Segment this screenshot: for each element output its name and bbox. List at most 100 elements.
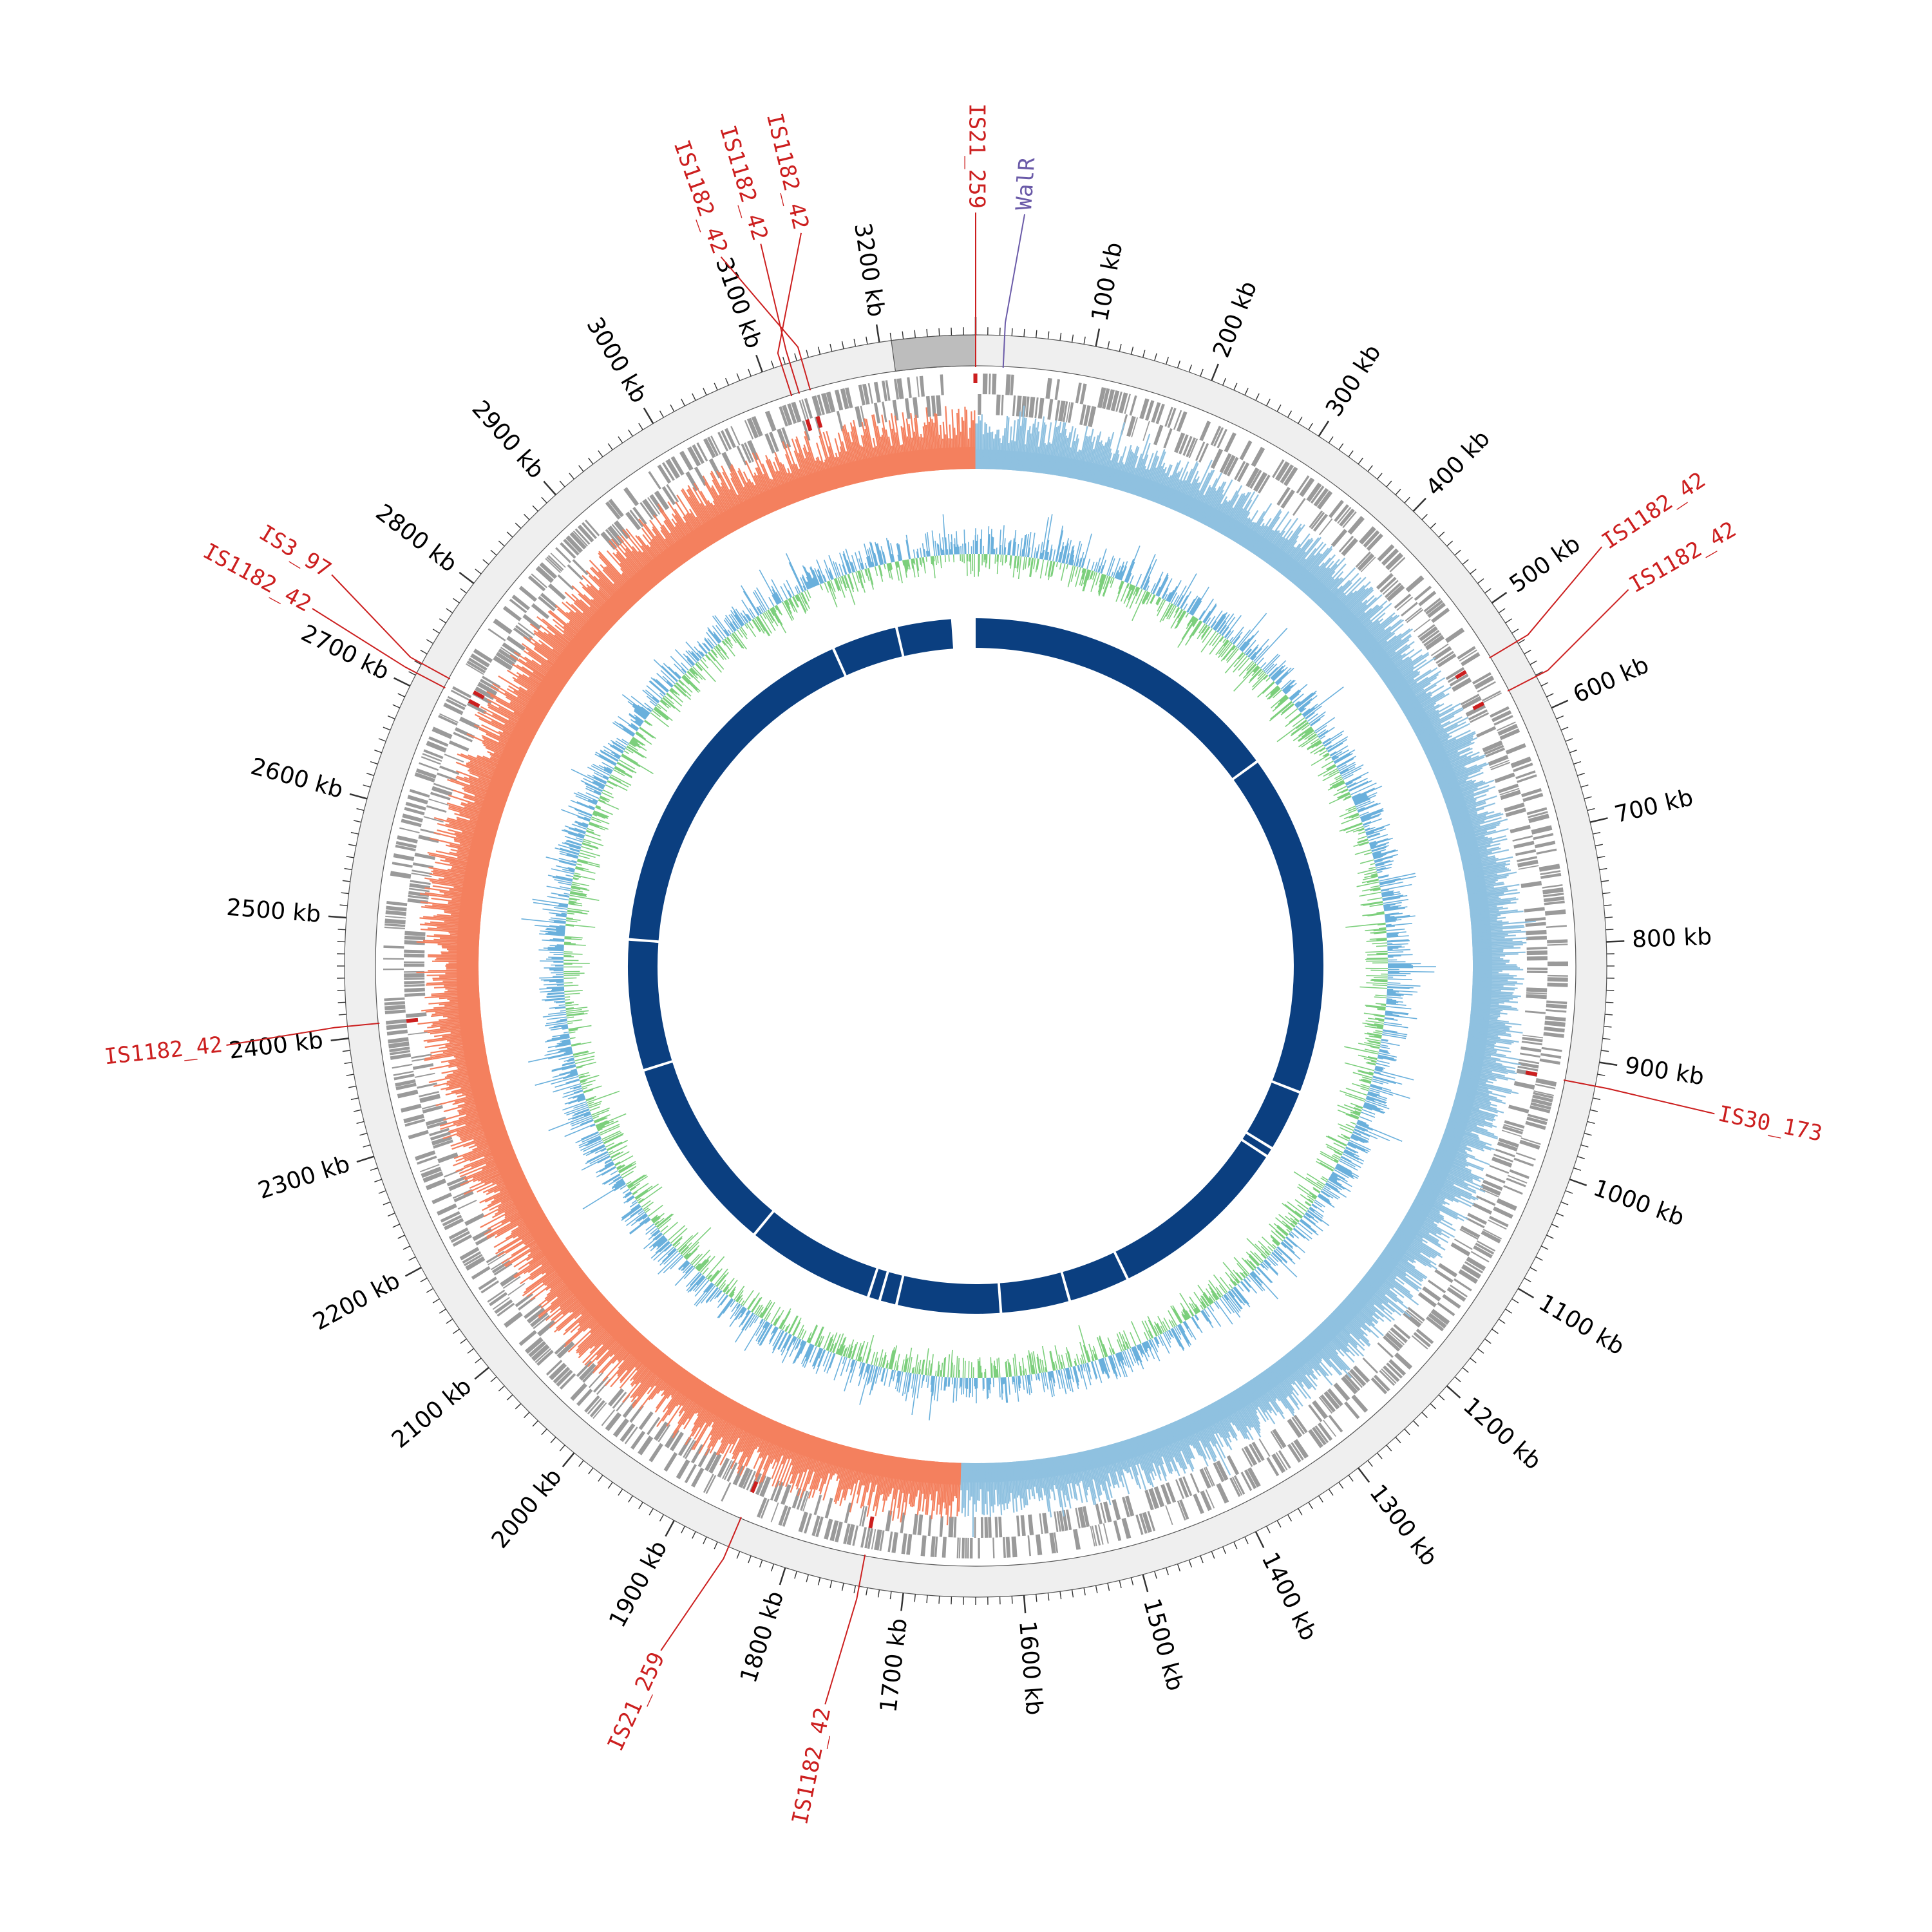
cds-feature — [393, 853, 415, 861]
cds-feature — [570, 1383, 587, 1401]
cds-feature — [1106, 389, 1115, 410]
cds-feature — [692, 444, 705, 464]
cds-feature — [1342, 511, 1357, 529]
cds-feature — [989, 374, 991, 395]
cds-feature — [1381, 1368, 1397, 1384]
cds-feature — [522, 614, 542, 630]
minor-tick — [806, 350, 809, 358]
minor-tick — [342, 1050, 350, 1052]
cds-feature — [1292, 498, 1306, 516]
minor-tick — [578, 465, 584, 472]
cds-feature — [824, 1497, 833, 1519]
cds-feature — [530, 1311, 549, 1327]
minor-tick — [770, 1564, 775, 1572]
cds-feature — [1515, 1152, 1536, 1160]
minor-tick — [782, 357, 786, 365]
tick-label: 200 kb — [1208, 278, 1262, 361]
minor-tick — [1590, 1109, 1598, 1112]
major-tick — [1606, 940, 1625, 943]
cds-feature — [572, 559, 589, 576]
cds-feature — [988, 1517, 992, 1538]
cds-feature — [1526, 1116, 1548, 1126]
minor-tick — [607, 443, 613, 450]
cds-feature — [861, 1506, 867, 1527]
minor-tick — [1462, 559, 1469, 565]
cds-feature — [428, 736, 449, 747]
minor-tick — [387, 715, 395, 719]
cds-feature — [472, 1227, 493, 1242]
cds-feature — [896, 378, 904, 399]
cds-feature — [1386, 584, 1405, 602]
cds-feature — [1519, 1059, 1540, 1065]
cds-feature — [1213, 1462, 1225, 1482]
cds-feature — [608, 498, 624, 518]
cds-feature — [464, 1213, 485, 1226]
cds-feature — [1509, 1169, 1530, 1179]
cds-feature — [920, 1535, 927, 1557]
cds-feature — [1524, 907, 1545, 913]
cds-feature — [507, 1282, 526, 1296]
cds-feature — [410, 880, 431, 886]
cds-feature — [537, 1320, 556, 1337]
cds-feature — [1466, 1256, 1486, 1271]
cds-feature — [881, 380, 888, 402]
cds-feature — [1341, 538, 1358, 556]
cds-feature — [770, 1502, 779, 1522]
major-tick — [1142, 1574, 1149, 1593]
minor-tick — [550, 1437, 556, 1444]
cds-feature — [1020, 1515, 1026, 1537]
cds-feature — [409, 789, 430, 798]
cds-feature — [1338, 535, 1354, 553]
cds-feature — [802, 1491, 810, 1511]
cds-feature — [502, 1276, 521, 1289]
cds-feature — [1465, 1217, 1485, 1229]
minor-tick — [1071, 1589, 1074, 1598]
cds-feature — [612, 1418, 629, 1437]
minor-tick — [475, 1358, 482, 1363]
cds-feature — [1100, 1502, 1106, 1524]
cds-feature — [389, 1050, 411, 1056]
cds-feature — [477, 681, 498, 696]
cds-feature — [488, 628, 506, 641]
cds-feature — [1153, 1486, 1165, 1508]
cds-feature — [1357, 553, 1375, 571]
cds-feature — [624, 1426, 638, 1444]
major-tick — [1318, 421, 1329, 437]
cds-feature — [817, 394, 825, 415]
cds-feature — [638, 1435, 654, 1455]
cds-feature — [829, 1520, 839, 1542]
minor-tick — [1530, 1267, 1537, 1272]
minor-tick — [1565, 1190, 1573, 1194]
cds-feature — [1087, 406, 1097, 428]
cds-feature — [867, 383, 873, 404]
minor-tick — [1386, 480, 1392, 488]
minor-tick — [1222, 377, 1227, 386]
cds-feature — [1535, 1083, 1556, 1090]
cds-feature — [444, 1218, 464, 1231]
cds-feature — [925, 395, 931, 417]
minor-tick — [498, 540, 505, 547]
minor-tick — [1107, 1583, 1110, 1591]
major-tick — [356, 1155, 375, 1163]
cds-feature — [438, 715, 458, 726]
cds-feature — [395, 1083, 417, 1090]
cds-feature — [495, 652, 515, 667]
tick-label: 2100 kb — [387, 1373, 477, 1454]
cds-feature — [1121, 1517, 1132, 1539]
minor-tick — [515, 1403, 522, 1410]
minor-tick — [598, 450, 603, 457]
cds-feature — [969, 1537, 973, 1558]
cds-feature — [1531, 1098, 1553, 1107]
minor-tick — [770, 360, 775, 368]
annotation-leader — [1002, 214, 1026, 368]
cds-feature — [1054, 379, 1060, 401]
cds-feature — [658, 1424, 671, 1443]
cds-feature — [1515, 849, 1537, 857]
cds-feature — [1147, 1511, 1156, 1531]
cds-feature — [384, 918, 406, 925]
minor-tick — [736, 373, 741, 381]
cds-feature — [475, 686, 495, 701]
minor-tick — [866, 336, 868, 345]
cds-feature — [661, 462, 675, 481]
cds-feature — [423, 749, 444, 759]
